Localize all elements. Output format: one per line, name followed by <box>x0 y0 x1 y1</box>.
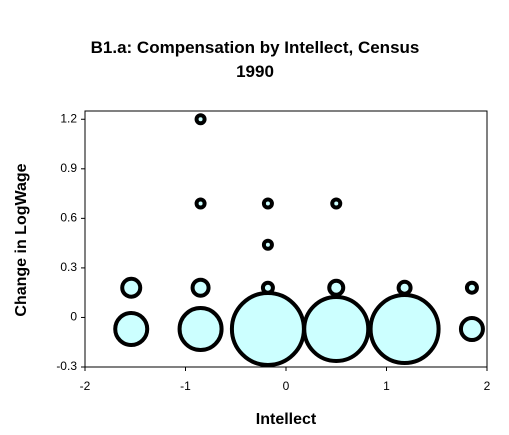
x-tick-label: 1 <box>383 379 390 393</box>
bubble <box>190 277 211 298</box>
x-tick-label: 2 <box>484 379 491 393</box>
bubble <box>464 280 479 295</box>
y-tick-label: 0.9 <box>60 161 77 175</box>
bubble <box>194 113 207 126</box>
bubble <box>396 279 413 296</box>
bubble <box>177 306 224 353</box>
bubble <box>330 197 343 210</box>
y-tick-label: 0.6 <box>60 211 77 225</box>
chart-title: B1.a: Compensation by Intellect, Census … <box>90 38 420 81</box>
x-tick-label: -1 <box>180 379 191 393</box>
bubble <box>302 295 371 364</box>
y-tick-label: -0.3 <box>56 359 77 373</box>
y-tick-label: 0 <box>70 310 77 324</box>
bubble <box>113 311 150 348</box>
y-axis-label: Change in LogWage <box>13 163 30 316</box>
bubble <box>458 316 485 343</box>
bubble <box>327 278 346 297</box>
bubble <box>229 291 306 368</box>
bubble <box>368 293 441 366</box>
bubble <box>261 197 274 210</box>
x-axis-label: Intellect <box>256 411 317 428</box>
bubble <box>194 197 207 210</box>
x-tick-label: -2 <box>80 379 91 393</box>
y-tick-label: 1.2 <box>60 111 77 125</box>
bubble <box>261 238 274 251</box>
y-tick-label: 0.3 <box>60 260 77 274</box>
bubble <box>120 276 143 299</box>
bubble <box>260 280 275 295</box>
x-tick-label: 0 <box>283 379 290 393</box>
